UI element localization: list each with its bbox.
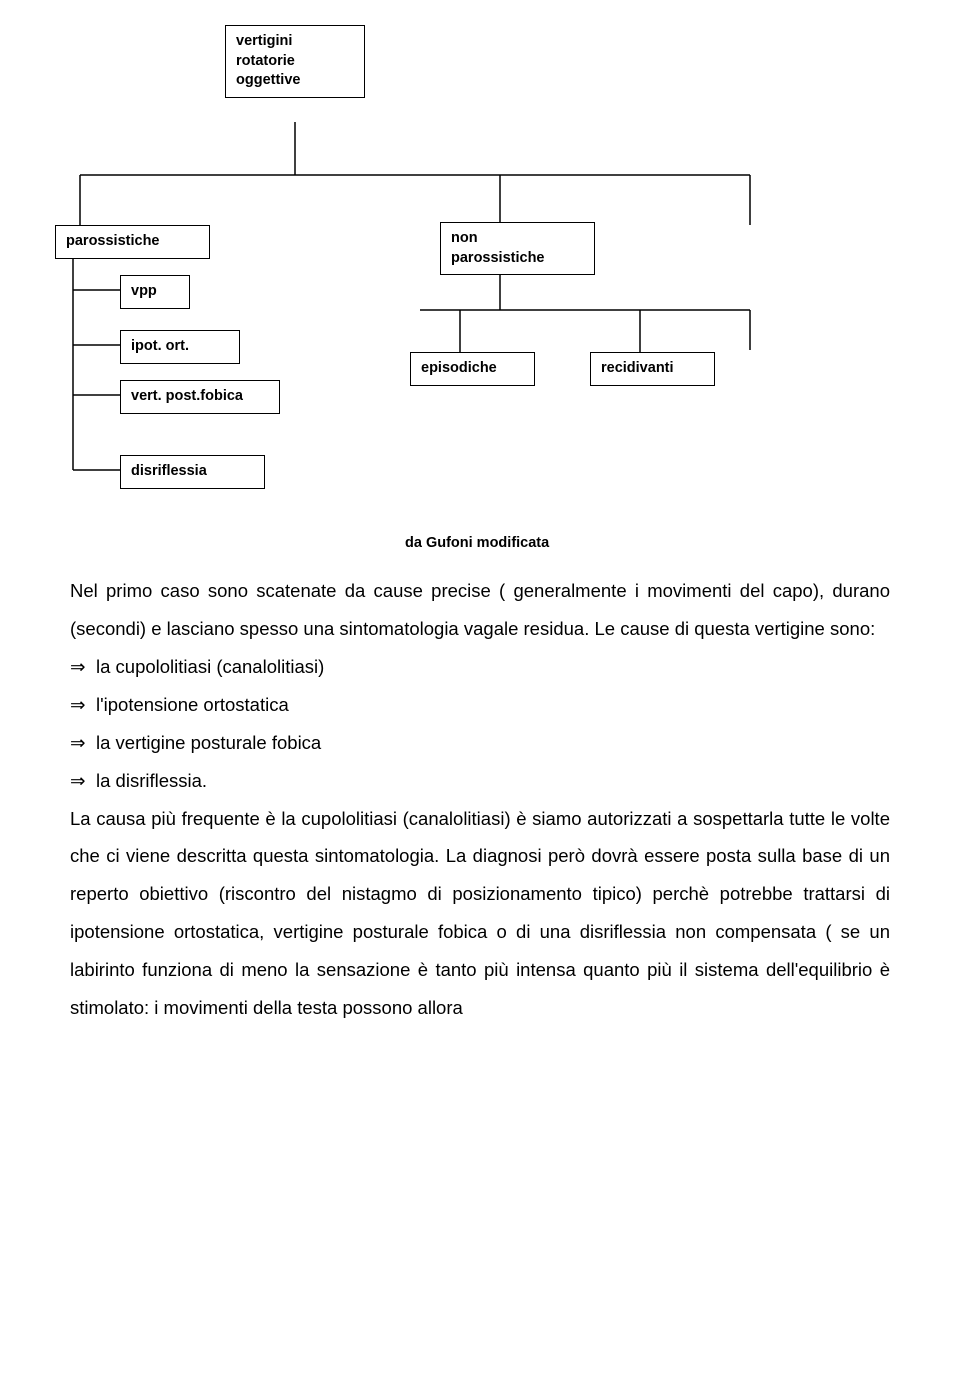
node-vertpf-l0: vert. post.fobica [131,387,269,407]
node-root-l2: rotatorie [236,52,354,72]
node-root: vertigini rotatorie oggettive [225,25,365,98]
node-ipot-ort: ipot. ort. [120,330,240,364]
arrow-icon: ⇒ [70,648,96,686]
node-recidivanti: recidivanti [590,352,715,386]
list-item-text: la cupololitiasi (canalolitiasi) [96,656,324,677]
body-text: Nel primo caso sono scatenate da cause p… [70,572,890,1027]
list-item: ⇒la cupololitiasi (canalolitiasi) [70,648,890,686]
node-vpp-l0: vpp [131,282,179,302]
paragraph-1: Nel primo caso sono scatenate da cause p… [70,572,890,648]
paragraph-2: La causa più frequente è la cupololitias… [70,800,890,1028]
flowchart: vertigini rotatorie oggettive parossisti… [0,0,960,560]
list-item-text: la vertigine posturale fobica [96,732,321,753]
node-vert-post-fobica: vert. post.fobica [120,380,280,414]
node-nonpar-l0: non [451,229,584,249]
arrow-icon: ⇒ [70,686,96,724]
list-item: ⇒la vertigine posturale fobica [70,724,890,762]
node-episodiche: episodiche [410,352,535,386]
list-item: ⇒la disriflessia. [70,762,890,800]
node-disr-l0: disriflessia [131,462,254,482]
node-ipot-l0: ipot. ort. [131,337,229,357]
node-parossistiche: parossistiche [55,225,210,259]
node-episod-l0: episodiche [421,359,524,379]
list-item-text: l'ipotensione ortostatica [96,694,289,715]
list-item-text: la disriflessia. [96,770,207,791]
node-root-l0: vertigini [236,32,354,52]
list-item: ⇒l'ipotensione ortostatica [70,686,890,724]
diagram-caption: da Gufoni modificata [405,535,549,551]
node-vpp: vpp [120,275,190,309]
node-root-l3: oggettive [236,71,354,91]
arrow-icon: ⇒ [70,762,96,800]
page: vertigini rotatorie oggettive parossisti… [0,0,960,1380]
node-par-l0: parossistiche [66,232,199,252]
node-recid-l0: recidivanti [601,359,704,379]
cause-list: ⇒la cupololitiasi (canalolitiasi) ⇒l'ipo… [70,648,890,800]
node-non-parossistiche: non parossistiche [440,222,595,275]
node-disriflessia: disriflessia [120,455,265,489]
arrow-icon: ⇒ [70,724,96,762]
node-nonpar-l1: parossistiche [451,249,584,269]
